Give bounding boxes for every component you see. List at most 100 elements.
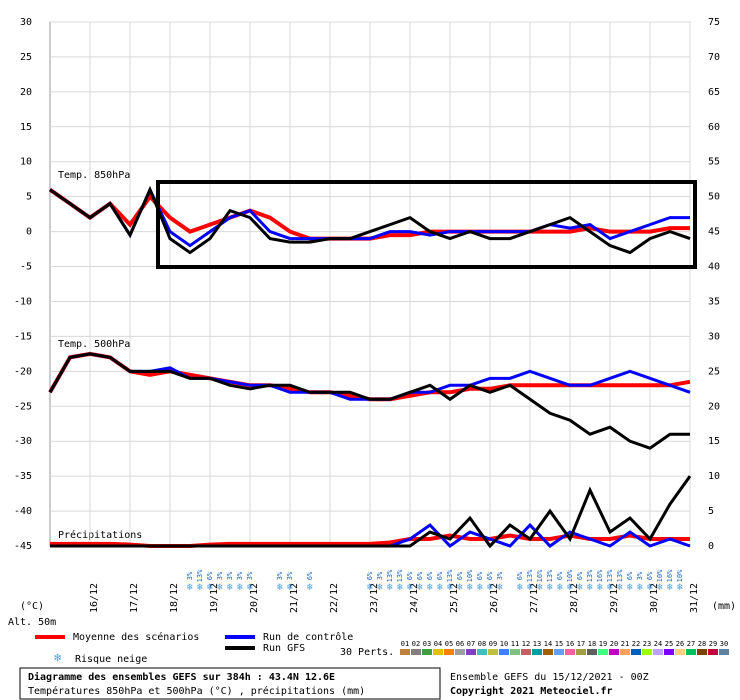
legend-label: 06 — [456, 640, 464, 648]
snow-risk-label: 6% — [626, 571, 634, 580]
legend-swatch — [532, 649, 542, 655]
y2-tick-label: 45 — [708, 227, 720, 238]
snow-flake: ❄ — [197, 582, 204, 593]
snow-risk-label: 16% — [666, 569, 674, 582]
y-tick-label: -10 — [14, 296, 32, 307]
snow-risk-label: 13% — [396, 569, 404, 582]
legend-label: 18 — [588, 640, 596, 648]
snow-flake: ❄ — [517, 582, 524, 593]
snow-flake: ❄ — [597, 582, 604, 593]
legend-label: 22 — [632, 640, 640, 648]
snow-risk-label: 3% — [246, 571, 254, 580]
legend-label: 24 — [654, 640, 662, 648]
y2-tick-label: 0 — [708, 541, 714, 552]
legend-label: 04 — [434, 640, 442, 648]
y2-tick-label: 10 — [708, 471, 720, 482]
legend-swatch — [455, 649, 465, 655]
legend-swatch — [675, 649, 685, 655]
legend-swatch — [697, 649, 707, 655]
snow-flake: ❄ — [487, 582, 494, 593]
legend-label: 30 Perts. — [340, 647, 394, 658]
snow-risk-label: 6% — [436, 571, 444, 580]
snow-risk-label: 3% — [286, 571, 294, 580]
snow-flake: ❄ — [587, 582, 594, 593]
y-tick-label: 0 — [26, 227, 32, 238]
legend-label: Risque neige — [75, 654, 147, 665]
legend-swatch — [510, 649, 520, 655]
legend-swatch — [554, 649, 564, 655]
snow-flake: ❄ — [377, 582, 384, 593]
legend-label: 12 — [522, 640, 530, 648]
snow-flake: ❄ — [437, 582, 444, 593]
y-tick-label: -45 — [14, 541, 32, 552]
snow-risk-label: 3% — [216, 571, 224, 580]
legend-swatch — [400, 649, 410, 655]
y2-unit: (mm) — [712, 601, 736, 612]
y2-tick-label: 5 — [708, 506, 714, 517]
snow-risk-label: 16% — [596, 569, 604, 582]
legend-label: 15 — [555, 640, 563, 648]
legend-label: 14 — [544, 640, 552, 648]
snow-flake: ❄ — [467, 582, 474, 593]
legend-label: 17 — [577, 640, 585, 648]
snow-risk-label: 13% — [196, 569, 204, 582]
snow-risk-label: 3% — [636, 571, 644, 580]
x-tick-label: 27/12 — [529, 583, 540, 613]
snow-flake: ❄ — [217, 582, 224, 593]
x-tick-label: 20/12 — [249, 583, 260, 613]
legend-label: 08 — [478, 640, 486, 648]
legend-swatch — [587, 649, 597, 655]
snow-flake: ❄ — [447, 582, 454, 593]
snow-flake: ❄ — [367, 582, 374, 593]
panel-label: Temp. 850hPa — [58, 170, 130, 181]
snow-risk-label: 6% — [516, 571, 524, 580]
y-tick-label: -15 — [14, 331, 32, 342]
legend-swatch — [719, 649, 729, 655]
snow-flake: ❄ — [647, 582, 654, 593]
snow-risk-label: 16% — [536, 569, 544, 582]
snow-flake: ❄ — [527, 582, 534, 593]
legend-label: 30 — [720, 640, 728, 648]
snow-risk-label: 6% — [456, 571, 464, 580]
snow-risk-label: 13% — [546, 569, 554, 582]
snow-flake: ❄ — [407, 582, 414, 593]
snow-risk-label: 6% — [416, 571, 424, 580]
x-tick-label: 23/12 — [369, 583, 380, 613]
y-tick-label: 25 — [20, 52, 32, 63]
snow-flake: ❄ — [577, 582, 584, 593]
legend-label: 13 — [533, 640, 541, 648]
legend-swatch — [576, 649, 586, 655]
y2-tick-label: 20 — [708, 401, 720, 412]
legend: Moyenne des scénarios Run de contrôle Ru… — [35, 631, 729, 665]
snow-flake: ❄ — [427, 582, 434, 593]
snow-flake: ❄ — [397, 582, 404, 593]
x-tick-label: 28/12 — [569, 583, 580, 613]
legend-swatch — [433, 649, 443, 655]
snow-flake: ❄ — [457, 582, 464, 593]
snow-flake: ❄ — [557, 582, 564, 593]
legend-label: 27 — [687, 640, 695, 648]
snow-flake: ❄ — [677, 582, 684, 593]
snow-flake: ❄ — [657, 582, 664, 593]
legend-label: 01 — [401, 640, 409, 648]
footer-box — [19, 667, 441, 700]
legend-swatch — [411, 649, 421, 655]
footer-copyright: Copyright 2021 Meteociel.fr — [450, 685, 613, 697]
y-tick-label: 5 — [26, 192, 32, 203]
snow-risk-label: 6% — [426, 571, 434, 580]
snow-flake: ❄ — [387, 582, 394, 593]
legend-label: 11 — [511, 640, 519, 648]
x-tick-label: 29/12 — [609, 583, 620, 613]
snow-flake: ❄ — [227, 582, 234, 593]
y2-tick-label: 30 — [708, 331, 720, 342]
legend-swatch — [708, 649, 718, 655]
y2-tick-label: 65 — [708, 87, 720, 98]
snow-flake: ❄ — [497, 582, 504, 593]
legend-label: 10 — [500, 640, 508, 648]
snow-risk-label: 10% — [466, 569, 474, 582]
legend-swatch — [499, 649, 509, 655]
snow-risk-label: 3% — [376, 571, 384, 580]
y-tick-label: 30 — [20, 17, 32, 28]
snow-flake: ❄ — [237, 582, 244, 593]
snow-flake: ❄ — [637, 582, 644, 593]
